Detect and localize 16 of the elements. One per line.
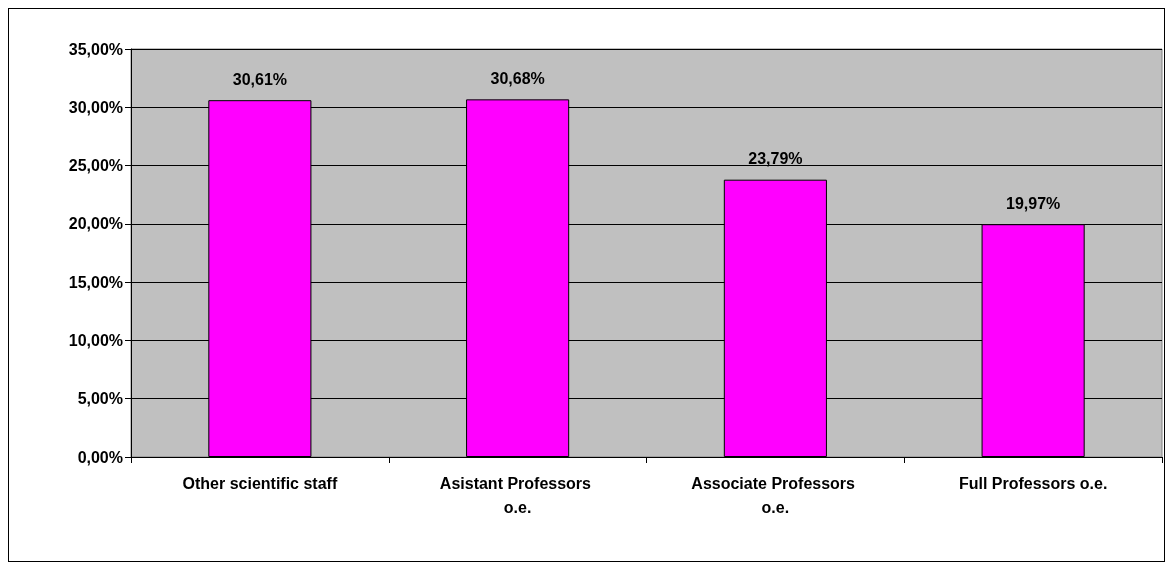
y-tick-label: 0,00% <box>77 448 123 466</box>
x-tick-label: Full Professors o.e. <box>958 474 1108 492</box>
data-label: 19,97% <box>1005 194 1061 212</box>
x-tick-label: Asistant Professors o.e. <box>439 474 596 516</box>
y-tick-label: 20,00% <box>68 215 123 233</box>
data-label: 30,61% <box>232 70 288 88</box>
data-label: 23,79% <box>748 150 803 168</box>
y-tick-label: 10,00% <box>68 331 123 349</box>
data-label: 30,68% <box>490 69 545 87</box>
x-tick-label: Associate Professors o.e. <box>691 474 860 516</box>
y-tick-label: 35,00% <box>68 40 123 58</box>
x-tick-label: Other scientific staff <box>182 474 338 492</box>
y-tick-label: 30,00% <box>68 98 123 116</box>
y-tick-label: 15,00% <box>68 273 123 291</box>
y-tick-label: 25,00% <box>68 157 123 175</box>
y-tick-label: 5,00% <box>77 390 123 408</box>
